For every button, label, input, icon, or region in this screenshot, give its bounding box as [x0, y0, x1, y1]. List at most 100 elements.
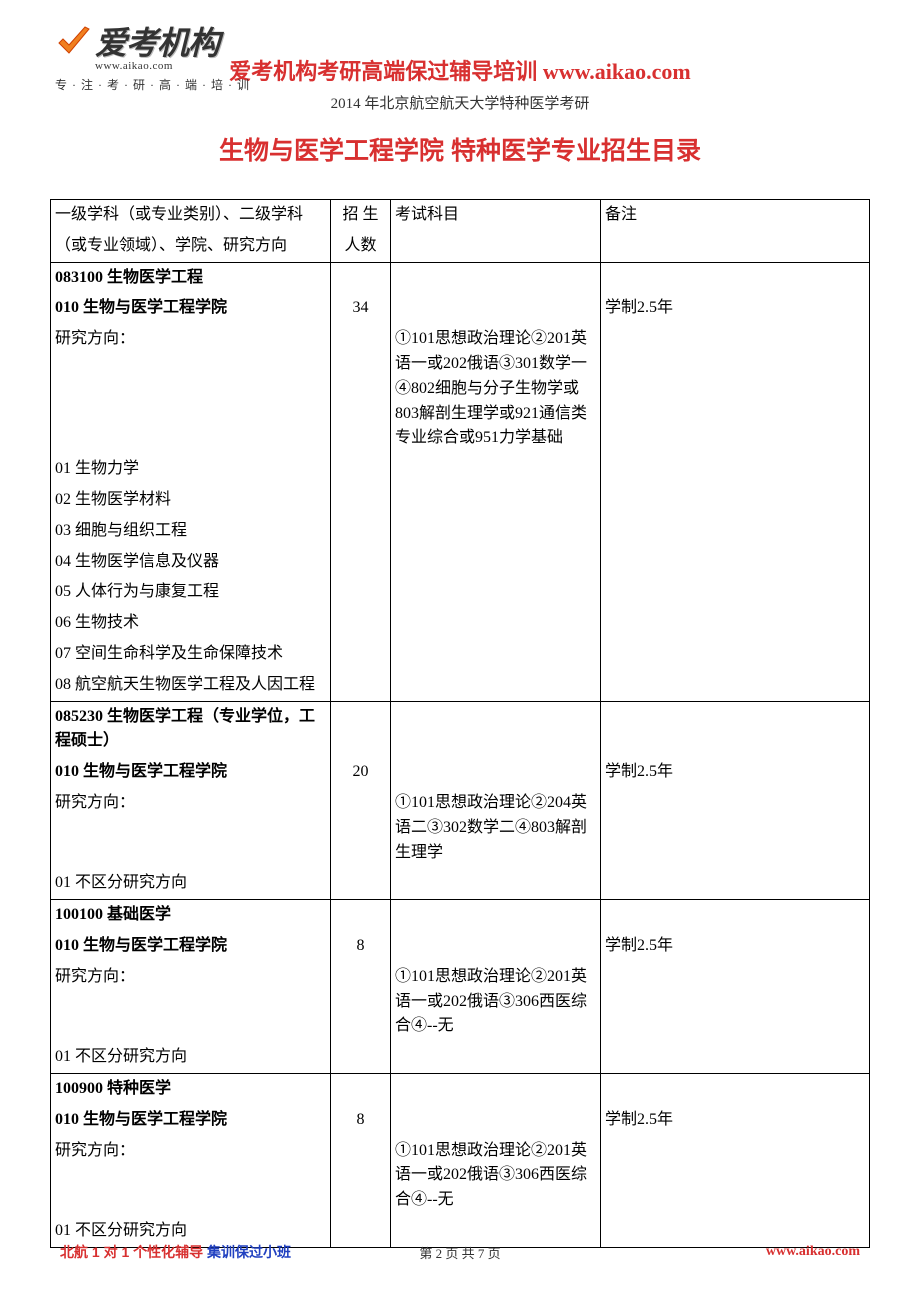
code-cell: 100100 基础医学: [51, 900, 331, 931]
cell: [331, 485, 391, 516]
cell: [601, 1073, 870, 1104]
footer: 北航 1 对 1 个性化辅导 集训保过小班 第 2 页 共 7 页 www.ai…: [0, 1242, 920, 1262]
th-c2a: 招 生: [331, 200, 391, 231]
footer-right: www.aikao.com: [766, 1244, 860, 1260]
table-wrap: 一级学科（或专业类别）、二级学科 招 生 考试科目 备注 （或专业领域）、学院、…: [50, 199, 870, 1248]
direction-cell: 06 生物技术: [51, 608, 331, 639]
cell: [601, 900, 870, 931]
exam-cell: ①101思想政治理论②201英语一或202俄语③306西医综合④--无: [391, 962, 601, 1042]
school-cell: 010 生物与医学工程学院: [51, 1105, 331, 1136]
cell: [391, 900, 601, 931]
cell: [601, 516, 870, 547]
table-row: 100900 特种医学: [51, 1073, 870, 1104]
table-header-row2: （或专业领域）、学院、研究方向 人数: [51, 231, 870, 262]
cell: [391, 293, 601, 324]
cell: [601, 701, 870, 757]
note-cell: 学制2.5年: [601, 757, 870, 788]
school-cell: 010 生物与医学工程学院: [51, 931, 331, 962]
table-row: 083100 生物医学工程: [51, 262, 870, 293]
logo-row: 爱考机构: [55, 18, 254, 64]
sub-header-line: 2014 年北京航空航天大学特种医学考研: [50, 92, 870, 113]
table-row: 02 生物医学材料: [51, 485, 870, 516]
direction-cell: 08 航空航天生物医学工程及人因工程: [51, 670, 331, 701]
cell: [331, 1136, 391, 1216]
code-cell: 083100 生物医学工程: [51, 262, 331, 293]
table-row: 100100 基础医学: [51, 900, 870, 931]
table-row: 010 生物与医学工程学院8学制2.5年: [51, 1105, 870, 1136]
cell: [601, 1136, 870, 1216]
cell: [391, 608, 601, 639]
header-text-red: 爱考机构考研高端保过辅导培训: [229, 59, 543, 84]
cell: [391, 262, 601, 293]
th-c3: 考试科目: [391, 200, 601, 231]
direction-label-cell: 研究方向：: [51, 1136, 331, 1216]
th-empty: [601, 231, 870, 262]
count-cell: 8: [331, 931, 391, 962]
cell: [601, 608, 870, 639]
cell: [331, 670, 391, 701]
table-header-row1: 一级学科（或专业类别）、二级学科 招 生 考试科目 备注: [51, 200, 870, 231]
cell: [331, 262, 391, 293]
table-row: 04 生物医学信息及仪器: [51, 547, 870, 578]
code-cell: 100900 特种医学: [51, 1073, 331, 1104]
cell: [601, 485, 870, 516]
th-c2b: 人数: [331, 231, 391, 262]
cell: [601, 670, 870, 701]
cell: [331, 788, 391, 868]
cell: [391, 1042, 601, 1073]
table-row: 010 生物与医学工程学院8学制2.5年: [51, 931, 870, 962]
school-cell: 010 生物与医学工程学院: [51, 757, 331, 788]
footer-l1: 北航: [60, 1244, 92, 1260]
cell: [601, 577, 870, 608]
direction-label-cell: 研究方向：: [51, 962, 331, 1042]
logo-tagline: 专·注·考·研·高·端·培·训: [55, 76, 254, 93]
footer-left: 北航 1 对 1 个性化辅导 集训保过小班: [60, 1242, 291, 1262]
cell: [601, 324, 870, 454]
cell: [331, 900, 391, 931]
cell: [391, 670, 601, 701]
cell: [331, 1073, 391, 1104]
cell: [331, 516, 391, 547]
direction-cell: 01 生物力学: [51, 454, 331, 485]
th-empty: [391, 231, 601, 262]
cell: [331, 701, 391, 757]
footer-l6: 集训保过小班: [207, 1244, 291, 1260]
direction-cell: 01 不区分研究方向: [51, 868, 331, 899]
th-c1a: 一级学科（或专业类别）、二级学科: [51, 200, 331, 231]
table-row: 03 细胞与组织工程: [51, 516, 870, 547]
table-row: 01 不区分研究方向: [51, 1042, 870, 1073]
direction-cell: 03 细胞与组织工程: [51, 516, 331, 547]
note-cell: 学制2.5年: [601, 293, 870, 324]
table-row: 08 航空航天生物医学工程及人因工程: [51, 670, 870, 701]
footer-l3: 对: [104, 1244, 122, 1260]
cell: [391, 1105, 601, 1136]
catalog-table: 一级学科（或专业类别）、二级学科 招 生 考试科目 备注 （或专业领域）、学院、…: [50, 199, 870, 1248]
cell: [331, 639, 391, 670]
cell: [331, 1042, 391, 1073]
cell: [601, 788, 870, 868]
cell: [331, 868, 391, 899]
table-row: 010 生物与医学工程学院20学制2.5年: [51, 757, 870, 788]
direction-cell: 07 空间生命科学及生命保障技术: [51, 639, 331, 670]
cell: [331, 962, 391, 1042]
logo-main-text: 爱考机构: [95, 18, 219, 64]
table-row: 01 不区分研究方向: [51, 868, 870, 899]
table-row: 010 生物与医学工程学院34学制2.5年: [51, 293, 870, 324]
table-row: 研究方向： ①101思想政治理论②201英语一或202俄语③306西医综合④--无: [51, 1136, 870, 1216]
exam-cell: ①101思想政治理论②201英语一或202俄语③301数学一④802细胞与分子生…: [391, 324, 601, 454]
footer-center: 第 2 页 共 7 页: [419, 1243, 500, 1262]
school-cell: 010 生物与医学工程学院: [51, 293, 331, 324]
cell: [331, 577, 391, 608]
cell: [601, 454, 870, 485]
cell: [391, 701, 601, 757]
cell: [331, 454, 391, 485]
table-row: 研究方向： ①101思想政治理论②201英语一或202俄语③306西医综合④--无: [51, 962, 870, 1042]
cell: [391, 547, 601, 578]
cell: [331, 324, 391, 454]
footer-l2: 1: [92, 1244, 104, 1260]
cell: [601, 262, 870, 293]
cell: [601, 639, 870, 670]
footer-l5: 个性化辅导: [133, 1244, 207, 1260]
direction-cell: 02 生物医学材料: [51, 485, 331, 516]
exam-cell: ①101思想政治理论②201英语一或202俄语③306西医综合④--无: [391, 1136, 601, 1216]
